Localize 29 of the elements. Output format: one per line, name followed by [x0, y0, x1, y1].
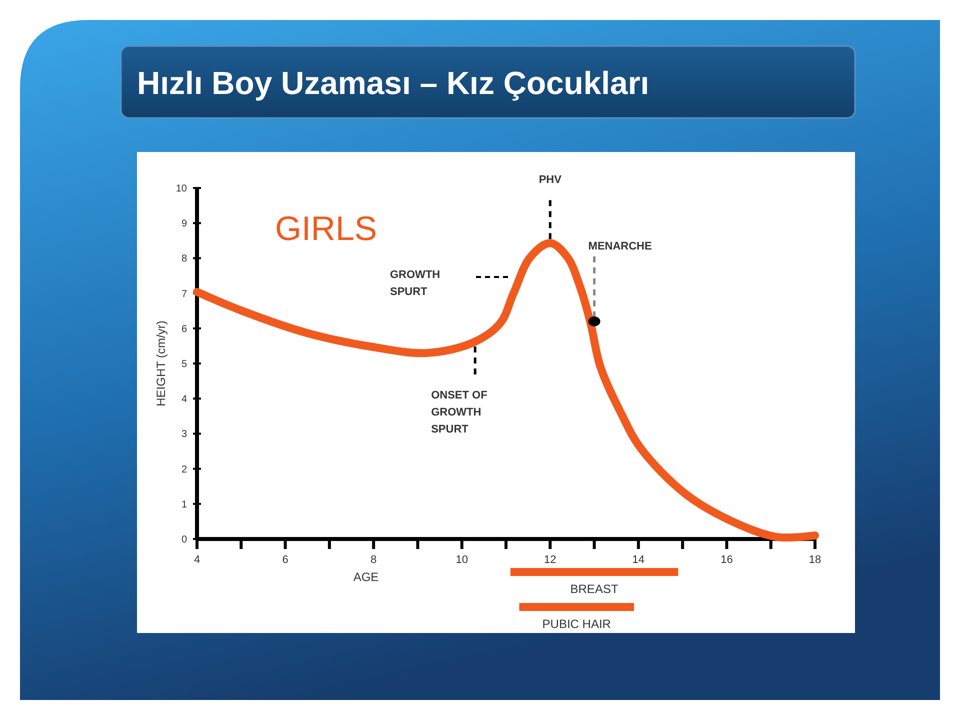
y-tick-label: 2	[181, 464, 188, 476]
y-tick-label: 6	[181, 324, 188, 335]
annotation: MENARCHE	[588, 240, 652, 252]
annotation: PHV	[538, 174, 562, 186]
y-tick-label: 9	[181, 218, 188, 230]
y-tick-label: 5	[181, 359, 188, 370]
y-tick-label: 8	[181, 254, 188, 265]
annotation: GROWTH SPURT	[390, 269, 440, 298]
x-tick-label: 18	[808, 554, 822, 566]
annotation: ONSET OF GROWTH SPURT	[431, 389, 488, 436]
x-tick-label: 12	[544, 554, 556, 566]
y-tick-label: 0	[181, 534, 188, 546]
x-tick-label: 16	[720, 554, 733, 566]
y-axis-title: HEIGHT (cm/yr)	[154, 320, 168, 406]
x-tick-label: 10	[456, 554, 468, 566]
chart-title: Hızlı Boy Uzaması – Kız Çocukları	[137, 65, 650, 101]
x-tick-label: 8	[370, 554, 377, 566]
x-axis-title: AGE	[353, 570, 379, 584]
x-tick-label: 4	[194, 554, 200, 566]
annotation: GIRLS	[275, 210, 378, 248]
y-tick-label: PUBIC HAIR	[542, 617, 612, 631]
y-tick-label: 10	[176, 184, 188, 194]
y-tick-label: 4	[181, 394, 188, 406]
y-tick-label: BREAST	[570, 582, 619, 596]
y-tick-label: 3	[181, 429, 188, 440]
x-tick-label: 6	[282, 554, 288, 566]
y-tick-label: 7	[181, 288, 188, 300]
x-tick-label: 14	[632, 554, 645, 566]
y-tick-label: 1	[181, 499, 188, 510]
